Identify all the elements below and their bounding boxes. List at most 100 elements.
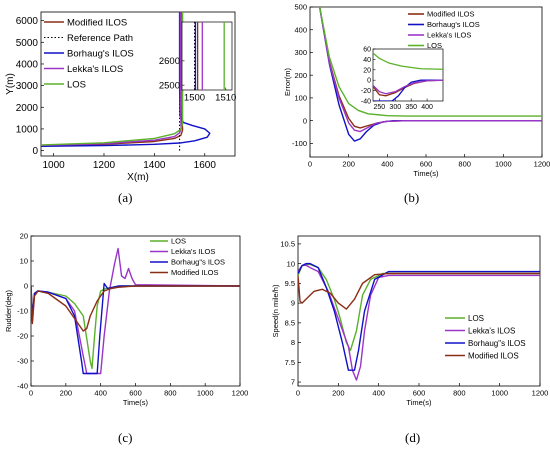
y-tick-label: 300 — [294, 48, 307, 57]
x-tick-label: 1200 — [93, 160, 116, 171]
x-axis-label: X(m) — [127, 172, 149, 183]
y-tick-label: 100 — [294, 94, 307, 103]
inset-y-tick-label: 20 — [363, 67, 371, 74]
legend-label-borhaug-s-ilos: Borhaug's ILOS — [427, 20, 480, 29]
y-tick-label: 10 — [287, 259, 295, 268]
y-tick-label: 10.5 — [280, 240, 295, 249]
legend-label-reference-path: Reference Path — [67, 33, 133, 44]
y-tick-label: 7.5 — [285, 358, 295, 367]
inset-y-tick-label: -20 — [361, 88, 371, 95]
legend-label-borhaug-s-ilos: Borhaug"s ILOS — [171, 258, 225, 267]
panel-label-c: (c) — [118, 430, 133, 445]
series-line-lekka-s-ilos — [318, 7, 542, 133]
y-tick-label: 5000 — [16, 38, 39, 49]
inset-chart: 250 300 350 400 -40 -20 0 20 40 60 — [361, 46, 444, 111]
y-tick-label: -20 — [17, 332, 28, 341]
y-tick-label: 3000 — [16, 81, 39, 92]
y-tick-label: -30 — [17, 357, 28, 366]
x-tick-label: 1200 — [532, 389, 549, 398]
inset-series-line-los — [373, 52, 443, 70]
x-tick-label: 1000 — [42, 160, 65, 171]
x-tick-label: 1200 — [534, 160, 550, 169]
y-tick-label: 6000 — [16, 16, 39, 27]
panel-label-d: (d) — [405, 430, 421, 445]
x-tick-label: 1600 — [194, 160, 217, 171]
x-tick-label: 600 — [413, 389, 426, 398]
series-line-lekka-s-ilos — [41, 12, 182, 147]
series-line-los — [31, 285, 240, 370]
y-tick-label: 0 — [303, 116, 307, 125]
legend-label-modified-ilos: Modified ILOS — [468, 351, 519, 360]
x-axis-label: Time(s) — [406, 398, 432, 407]
x-tick-label: 200 — [60, 389, 73, 398]
series-line-borhaug-s-ilos — [31, 282, 240, 375]
x-tick-label: 1000 — [491, 389, 508, 398]
y-tick-label: 500 — [294, 3, 307, 12]
inset-x-tick-label: 1510 — [215, 93, 236, 104]
chart-d: 0 200 400 600 800 1000 1200 7 7.5 8 8.5 9 9.5 10 10.5 T… — [271, 235, 549, 407]
y-tick-label: 0 — [24, 282, 28, 291]
inset-series-line-borhaug-s-ilos — [373, 79, 443, 101]
y-tick-label: 1000 — [16, 124, 39, 135]
y-axis-label: Y(m) — [5, 73, 16, 95]
legend-label-los: LOS — [468, 314, 484, 323]
x-tick-label: 200 — [332, 389, 345, 398]
y-tick-label: 4000 — [16, 59, 39, 70]
legend: Modified ILOS Reference Path Borhaug's ILO… — [44, 17, 134, 90]
series-line-los — [318, 7, 542, 117]
series-group — [41, 12, 211, 151]
x-tick-label: 0 — [308, 160, 312, 169]
chart-c: 0 200 400 600 800 1000 1200 -40 -30 -20 -10 0 10 20 Ti… — [4, 232, 248, 407]
panel-label-a: (a) — [118, 190, 133, 205]
y-tick-label: 10 — [20, 257, 28, 266]
plot-frame — [40, 11, 236, 157]
x-tick-label: 1200 — [232, 389, 249, 398]
x-tick-label: 600 — [420, 160, 433, 169]
x-tick-label: 800 — [453, 389, 466, 398]
inset-y-tick-label: 60 — [363, 46, 371, 53]
y-tick-label: 0 — [32, 146, 38, 157]
x-tick-label: 1000 — [197, 389, 214, 398]
series-group — [298, 262, 540, 381]
series-group — [318, 7, 542, 142]
inset-y-tick-label: 2600 — [159, 56, 180, 67]
legend-label-lekka-s-ilos: Lekka's ILOS — [171, 247, 215, 256]
series-line-modified-ilos — [31, 285, 240, 332]
inset-series-group — [373, 52, 443, 101]
series-line-borhaug-s-ilos — [298, 262, 540, 371]
y-tick-label: 2000 — [16, 103, 39, 114]
y-tick-label: 7 — [291, 378, 295, 387]
series-group — [31, 247, 240, 375]
legend-label-borhaug-s-ilos: Borhaug's ILOS — [67, 48, 134, 59]
x-tick-label: 400 — [94, 389, 107, 398]
chart-b: 0 200 400 600 800 1000 1200-100010020030040050… — [283, 3, 550, 178]
x-tick-label: 600 — [129, 389, 142, 398]
x-tick-label: 400 — [381, 160, 394, 169]
inset-y-tick-label: 2500 — [159, 80, 180, 91]
series-line-borhaug-s-ilos — [41, 12, 211, 147]
x-tick-label: 1000 — [495, 160, 512, 169]
inset-series-line-lekka-s-ilos — [373, 79, 443, 95]
y-tick-label: 400 — [294, 25, 307, 34]
series-line-los — [41, 12, 184, 146]
inset-y-tick-label: -40 — [361, 98, 371, 105]
x-tick-label: 800 — [458, 160, 471, 169]
x-tick-label: 200 — [342, 160, 355, 169]
inset-frame — [372, 48, 444, 102]
legend-label-lekka-s-ilos: Lekka's ILOS — [67, 64, 123, 75]
inset-series-group — [194, 22, 225, 90]
legend-label-modified-ilos: Modified ILOS — [171, 268, 219, 277]
y-tick-label: -100 — [292, 139, 307, 148]
inset-x-tick-label: 1500 — [184, 93, 205, 104]
series-line-modified-ilos — [298, 272, 540, 310]
chart-a: 1000 1200 1400 1600 0 1000 2000 3000 4000 5000 600… — [5, 11, 236, 183]
y-tick-label: -40 — [17, 382, 28, 391]
x-tick-label: 400 — [372, 389, 385, 398]
inset-chart: 1500 1510 2500 2600 — [159, 21, 236, 104]
legend-label-lekka-s-ilos: Lekka's ILOS — [427, 31, 471, 40]
y-tick-label: 8.5 — [285, 318, 295, 327]
series-line-lekka-s-ilos — [298, 264, 540, 381]
